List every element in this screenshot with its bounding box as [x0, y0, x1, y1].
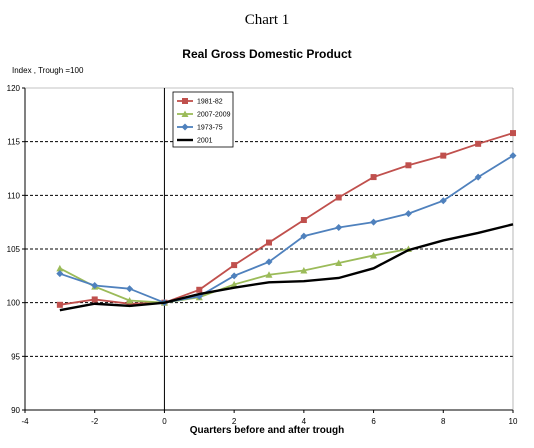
data-point-triangle — [265, 271, 273, 278]
y-tick-label: 100 — [7, 299, 21, 308]
data-point-square — [91, 296, 98, 303]
series-3 — [59, 223, 514, 312]
chart-supertitle: Chart 1 — [244, 12, 290, 28]
y-axis-label: Index , Trough =100 — [12, 66, 84, 75]
data-point-diamond — [265, 258, 273, 266]
data-point-diamond — [335, 224, 343, 232]
tick-labels: 90 95 100 105 110 115 120 -4 -2 0 2 4 6 8 10 — [7, 84, 518, 426]
series-lines — [56, 130, 517, 312]
data-point-square — [126, 300, 133, 307]
data-point-square — [335, 194, 342, 201]
data-point-diamond — [404, 210, 412, 218]
y-tick-label: 95 — [11, 352, 20, 361]
data-point-triangle — [335, 259, 343, 266]
data-point-diamond — [370, 218, 378, 226]
data-point-square — [475, 140, 482, 147]
x-tick-label: 10 — [509, 417, 518, 426]
data-point-triangle — [181, 110, 189, 117]
x-tick-label: 4 — [302, 417, 307, 426]
axes — [22, 87, 514, 413]
series-line — [59, 154, 514, 304]
x-tick-label: 0 — [162, 417, 167, 426]
series-line — [59, 223, 514, 312]
data-point-diamond — [56, 270, 64, 278]
data-point-triangle — [370, 251, 378, 259]
data-point-square — [440, 152, 447, 159]
x-tick-label: -4 — [21, 417, 29, 426]
data-point-triangle — [126, 297, 134, 304]
series-0 — [56, 130, 516, 308]
data-point-triangle — [300, 266, 308, 274]
legend-label: 1981-82 — [197, 99, 223, 106]
data-point-diamond — [474, 173, 482, 181]
data-point-diamond — [300, 232, 308, 240]
x-tick-label: 6 — [371, 417, 376, 426]
data-point-square — [56, 301, 63, 308]
data-point-square — [196, 286, 203, 293]
gridlines — [25, 141, 513, 357]
data-point-diamond — [509, 152, 517, 160]
data-point-square — [231, 262, 238, 269]
data-point-square — [300, 217, 307, 224]
y-tick-label: 115 — [7, 138, 20, 147]
data-point-triangle — [230, 280, 238, 288]
data-point-diamond — [230, 272, 238, 280]
x-tick-label: 8 — [441, 417, 446, 426]
data-point-diamond — [91, 281, 99, 289]
x-axis-label: Quarters before and after trough — [189, 425, 345, 436]
data-point-triangle — [56, 264, 64, 272]
data-point-square — [182, 98, 188, 104]
series-2 — [56, 152, 517, 307]
legend-label: 2001 — [197, 138, 213, 145]
data-point-diamond — [126, 285, 134, 293]
legend-label: 1973-75 — [197, 125, 223, 132]
data-point-diamond — [181, 123, 189, 131]
data-point-square — [266, 239, 272, 246]
data-point-square — [510, 130, 516, 137]
data-point-square — [405, 162, 412, 169]
legend-label: 2007-2009 — [197, 112, 231, 119]
y-tick-label: 105 — [7, 245, 21, 254]
legend: 1981-82 2007-2009 1973-75 2001 — [172, 91, 234, 148]
chart-title: Real Gross Domestic Product — [182, 47, 352, 61]
y-tick-label: 110 — [7, 191, 20, 200]
y-tick-label: 90 — [11, 406, 20, 415]
x-tick-label: -2 — [91, 417, 99, 426]
y-tick-label: 120 — [7, 84, 21, 93]
series-line — [59, 132, 514, 306]
data-point-square — [370, 174, 377, 181]
x-tick-label: 2 — [232, 417, 237, 426]
data-point-diamond — [439, 197, 447, 205]
